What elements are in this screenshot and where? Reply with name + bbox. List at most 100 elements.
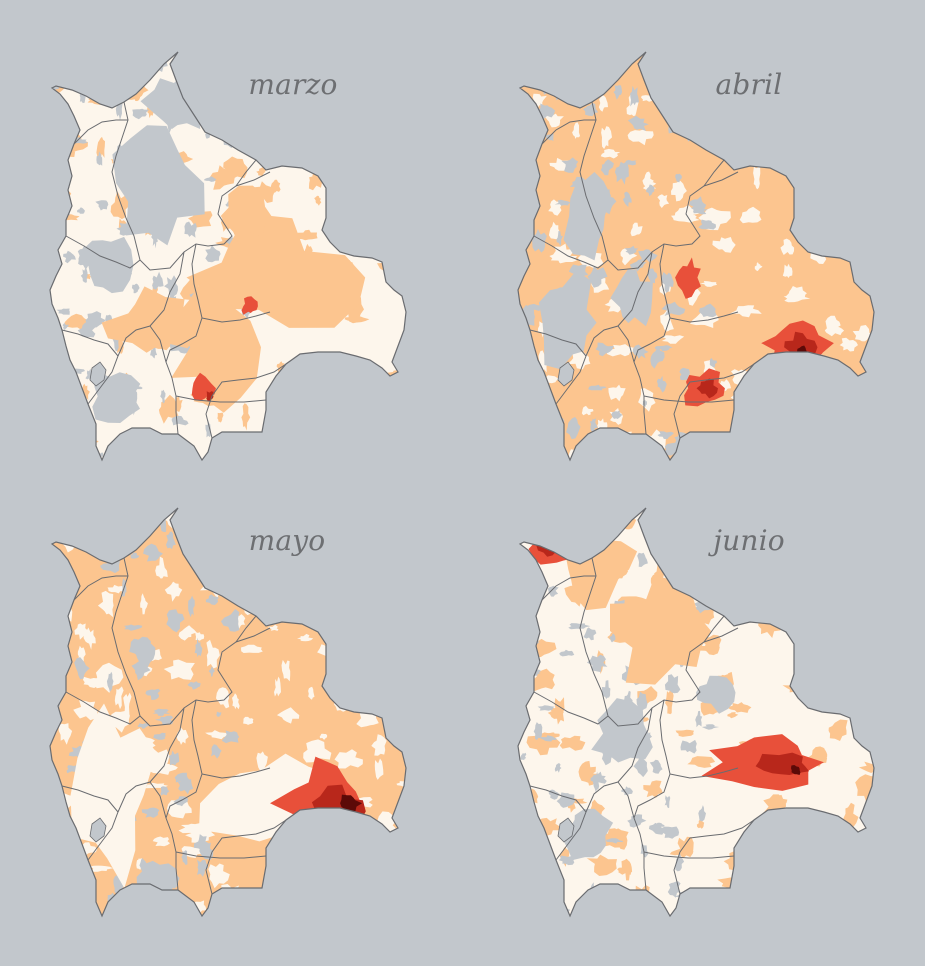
no-data-speckle: [223, 121, 237, 136]
no-data-speckle: [174, 772, 191, 783]
no-data-speckle: [152, 708, 171, 716]
intensity-area-level2: [675, 257, 701, 299]
speckle: [107, 584, 126, 594]
speckle: [779, 152, 794, 167]
speckle: [763, 132, 777, 150]
speckle: [208, 863, 230, 889]
speckle: [537, 817, 560, 836]
speckle: [687, 756, 716, 768]
speckle: [319, 733, 328, 740]
department-border: [65, 691, 141, 725]
speckle: [217, 412, 224, 423]
no-data-speckle: [166, 609, 185, 633]
speckle: [219, 884, 240, 903]
no-data-speckle: [150, 346, 158, 359]
no-data-speckle: [637, 552, 648, 567]
no-data-speckle: [65, 440, 81, 456]
no-data-speckle: [55, 836, 74, 854]
speckle: [833, 163, 842, 193]
no-data-area: [136, 860, 177, 899]
map-panel-marzo: marzo: [0, 0, 440, 470]
speckle: [383, 232, 394, 262]
no-data-speckle: [701, 724, 720, 730]
speckle: [776, 419, 797, 439]
speckle: [675, 729, 695, 737]
department-border: [111, 101, 271, 271]
intensity-area-level4: [791, 765, 801, 775]
speckle: [660, 307, 674, 332]
speckle: [830, 515, 853, 526]
no-data-speckle: [533, 722, 543, 740]
speckle: [102, 532, 112, 545]
no-data-speckle: [554, 199, 571, 206]
speckle: [780, 238, 795, 255]
no-data-speckle: [205, 245, 221, 263]
speckle: [268, 624, 279, 631]
no-data-speckle: [698, 805, 706, 822]
speckle: [256, 167, 267, 177]
department-border: [149, 325, 167, 363]
no-data-speckle: [654, 345, 673, 351]
no-data-speckle: [177, 778, 194, 795]
no-data-speckle: [50, 184, 70, 200]
speckle: [73, 700, 98, 721]
no-data-speckle: [603, 61, 623, 77]
speckle: [229, 887, 248, 914]
speckle: [385, 858, 406, 879]
speckle: [701, 634, 722, 656]
no-data-speckle: [708, 572, 719, 587]
department-border: [205, 819, 287, 895]
no-data-speckle: [647, 268, 658, 284]
speckle: [783, 294, 811, 303]
speckle: [361, 422, 372, 437]
no-data-speckle: [131, 283, 140, 294]
map-fill-mayo: [50, 508, 406, 916]
bolivia-map-marzo: [49, 51, 407, 462]
no-data-speckle: [554, 763, 562, 773]
speckle: [74, 623, 88, 640]
speckle: [677, 836, 694, 858]
department-border: [175, 851, 267, 859]
department-border: [669, 311, 739, 323]
speckle: [541, 732, 560, 739]
no-data-speckle: [145, 688, 161, 700]
speckle: [379, 72, 392, 84]
no-data-speckle: [661, 826, 680, 839]
speckle: [116, 905, 132, 916]
speckle: [341, 884, 359, 895]
no-data-speckle: [561, 157, 579, 173]
intensity-area-level1: [171, 279, 261, 413]
no-data-speckle: [535, 403, 557, 415]
speckle: [270, 179, 281, 193]
speckle: [843, 69, 872, 78]
department-border: [541, 119, 596, 145]
speckle: [723, 560, 752, 576]
speckle: [638, 388, 656, 412]
speckle: [344, 315, 370, 323]
no-data-speckle: [124, 624, 143, 631]
speckle: [205, 730, 231, 740]
speckle: [544, 113, 564, 128]
speckle: [839, 337, 858, 352]
no-data-speckle: [572, 508, 592, 521]
speckle: [722, 109, 746, 118]
speckle: [82, 431, 97, 442]
speckle: [50, 635, 61, 653]
department-border: [61, 785, 119, 813]
speckle: [786, 823, 797, 853]
no-data-speckle: [237, 585, 247, 594]
no-data-area: [538, 270, 597, 370]
speckle: [50, 317, 57, 337]
no-data-speckle: [638, 249, 658, 263]
no-data-speckle: [80, 268, 88, 283]
speckle: [621, 858, 633, 881]
department-border: [555, 251, 653, 405]
no-data-speckle: [529, 382, 547, 398]
speckle: [855, 774, 874, 802]
speckle: [518, 425, 533, 453]
speckle: [624, 895, 655, 905]
no-data-speckle: [558, 855, 575, 866]
speckle: [831, 52, 838, 64]
speckle: [608, 384, 626, 402]
speckle: [315, 430, 339, 440]
